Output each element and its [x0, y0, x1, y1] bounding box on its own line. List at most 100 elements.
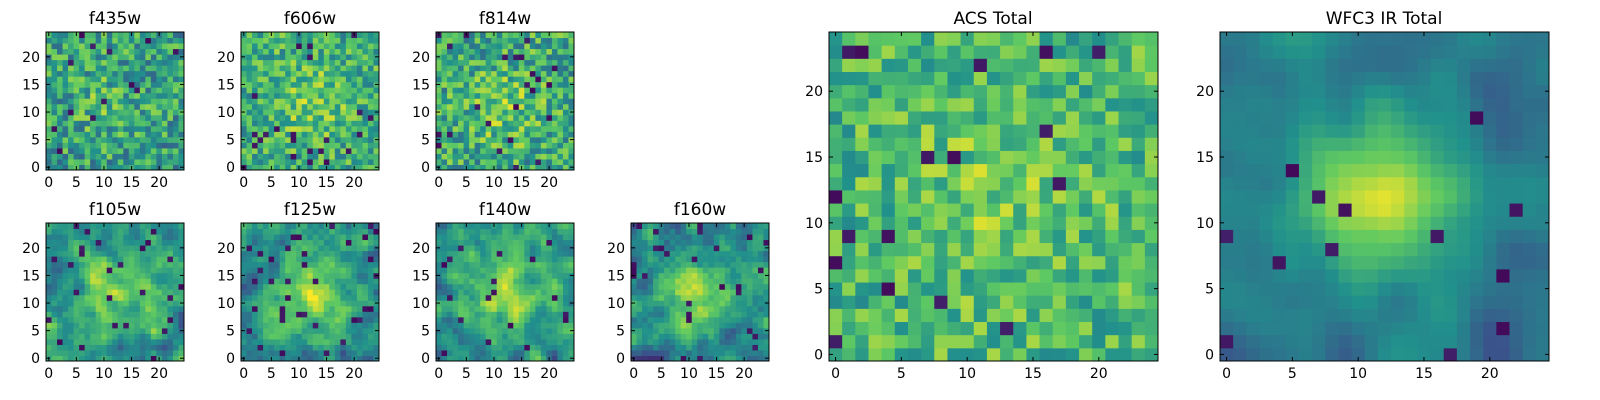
heatmap-cell	[480, 125, 487, 132]
heatmap-cell	[458, 316, 465, 323]
panel-title: f140w	[479, 200, 531, 220]
heatmap-cell	[268, 305, 275, 312]
heatmap-cell	[485, 294, 492, 301]
heatmap-cell	[452, 131, 459, 138]
heatmap-cell	[491, 109, 498, 116]
heatmap-cell	[172, 355, 179, 362]
heatmap-cell	[568, 234, 575, 241]
heatmap-cell	[469, 338, 476, 345]
heatmap-cell	[84, 32, 91, 39]
heatmap-cell	[730, 256, 737, 263]
heatmap-cell	[724, 267, 731, 274]
heatmap-cell	[246, 59, 253, 66]
heatmap-cell	[351, 234, 358, 241]
heatmap-cell	[296, 87, 303, 94]
heatmap-cell	[546, 338, 553, 345]
heatmap-cell	[474, 261, 481, 268]
heatmap-cell	[334, 147, 341, 154]
heatmap-cell	[112, 114, 119, 121]
heatmap-cell	[329, 142, 336, 149]
heatmap-cell	[257, 81, 264, 88]
heatmap-cell	[1065, 268, 1080, 283]
heatmap-cell	[480, 250, 487, 257]
heatmap-cell	[934, 282, 948, 296]
heatmap-cell	[79, 322, 86, 329]
heatmap-cell	[312, 316, 319, 323]
heatmap-cell	[529, 223, 536, 230]
heatmap-cell	[145, 289, 152, 296]
heatmap-cell	[312, 158, 319, 165]
heatmap-cell	[172, 37, 179, 44]
heatmap-cell	[312, 349, 319, 356]
heatmap-cell	[318, 256, 325, 263]
heatmap-cell	[285, 48, 292, 55]
heatmap-cell	[246, 267, 253, 274]
heatmap-cell	[452, 250, 459, 257]
heatmap-cell	[1000, 282, 1014, 296]
heatmap-cell	[540, 261, 547, 268]
heatmap-cell	[68, 76, 75, 83]
heatmap-cell	[557, 136, 564, 143]
heatmap-cell	[480, 158, 487, 165]
heatmap-cell	[73, 54, 80, 61]
heatmap-cell	[68, 338, 75, 345]
heatmap-cell	[95, 76, 102, 83]
heatmap-cell	[285, 333, 292, 340]
heatmap-cell	[178, 250, 185, 257]
heatmap-cell	[241, 87, 248, 94]
heatmap-cell	[686, 272, 693, 279]
heatmap-cell	[345, 239, 352, 246]
heatmap-cell	[730, 322, 737, 329]
heatmap-cell	[535, 294, 542, 301]
heatmap-cell	[653, 256, 660, 263]
heatmap-cell	[469, 272, 476, 279]
heatmap-cell	[485, 54, 492, 61]
heatmap-cell	[112, 32, 119, 39]
heatmap-cell	[724, 311, 731, 318]
heatmap-cell	[485, 278, 492, 285]
heatmap-cell	[241, 283, 248, 290]
heatmap-cell	[568, 333, 575, 340]
heatmap-cell	[524, 316, 531, 323]
heatmap-cell	[318, 300, 325, 307]
heatmap-cell	[1131, 295, 1146, 309]
heatmap-cell	[90, 98, 97, 105]
heatmap-cell	[145, 338, 152, 345]
heatmap-cell	[642, 267, 649, 274]
heatmap-cell	[345, 114, 352, 121]
heatmap-cell	[252, 37, 259, 44]
heatmap-cell	[507, 147, 514, 154]
heatmap-cell	[57, 54, 64, 61]
heatmap-cell	[746, 294, 753, 301]
heatmap-cell	[279, 114, 286, 121]
heatmap-cell	[123, 114, 130, 121]
heatmap-cell	[551, 245, 558, 252]
heatmap-cell	[458, 261, 465, 268]
heatmap-cell	[156, 322, 163, 329]
heatmap-cell	[746, 245, 753, 252]
heatmap-cell	[551, 289, 558, 296]
heatmap-cell	[246, 349, 253, 356]
heatmap-cell	[73, 43, 80, 50]
y-tick-label: 20	[217, 50, 235, 66]
heatmap-cell	[373, 267, 380, 274]
heatmap-cell	[241, 48, 248, 55]
heatmap-cell	[351, 120, 358, 127]
heatmap-cell	[658, 261, 665, 268]
heatmap-cell	[469, 355, 476, 362]
heatmap-cell	[724, 256, 731, 263]
heatmap-cell	[507, 70, 514, 77]
heatmap-cell	[469, 70, 476, 77]
heatmap-cell	[307, 87, 314, 94]
heatmap-cell	[257, 300, 264, 307]
heatmap-cell	[178, 256, 185, 263]
heatmap-cell	[947, 203, 962, 217]
heatmap-cell	[513, 65, 520, 72]
heatmap-cell	[735, 333, 742, 340]
heatmap-cell	[123, 305, 130, 312]
heatmap-cell	[101, 316, 108, 323]
x-tick-label: 10	[290, 175, 308, 191]
heatmap-cell	[51, 327, 58, 334]
heatmap-cell	[307, 305, 314, 312]
